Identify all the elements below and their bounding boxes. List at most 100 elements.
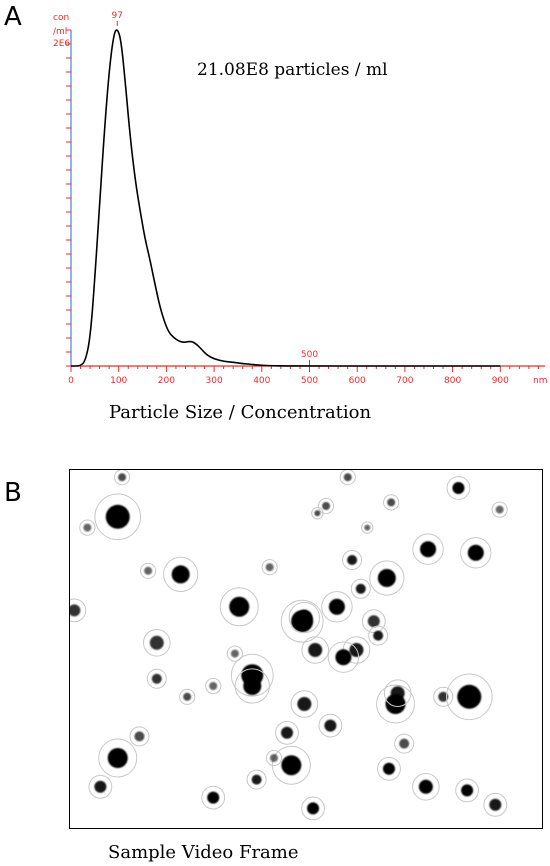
particle bbox=[347, 555, 358, 565]
x-tick-label: 400 bbox=[253, 376, 270, 386]
particle-halo bbox=[433, 686, 454, 707]
particle-halo bbox=[79, 519, 96, 536]
particle bbox=[461, 784, 474, 797]
particle bbox=[144, 566, 153, 575]
particle bbox=[367, 615, 380, 628]
particle bbox=[457, 684, 482, 709]
particle-halo bbox=[445, 673, 493, 721]
particle bbox=[387, 498, 396, 507]
particle-halo bbox=[219, 587, 259, 627]
particle-halo bbox=[383, 494, 400, 511]
particle bbox=[314, 510, 321, 517]
particle bbox=[171, 565, 190, 584]
particle-halo bbox=[377, 756, 401, 781]
particle-halo bbox=[311, 507, 324, 520]
particle bbox=[364, 524, 371, 531]
x-tick-label: 500 bbox=[301, 376, 318, 386]
particle bbox=[495, 505, 504, 514]
particle-halo bbox=[446, 476, 471, 500]
particle bbox=[94, 780, 107, 793]
particle-halo bbox=[261, 559, 278, 576]
particle bbox=[151, 673, 162, 684]
particle-halo bbox=[129, 726, 150, 747]
panel-label-a: A bbox=[4, 2, 22, 32]
particle-halo bbox=[265, 749, 283, 767]
particle bbox=[420, 541, 437, 558]
size-distribution-chart: 0 100 200 300 400 500 600 700 800 900 nm con/ml 2E6 9… bbox=[53, 11, 547, 386]
particle bbox=[467, 544, 484, 561]
particle-halo bbox=[318, 713, 343, 738]
particle-halo bbox=[339, 470, 356, 486]
particle-halo bbox=[113, 470, 131, 486]
particle bbox=[183, 692, 192, 701]
particle-halo bbox=[275, 720, 299, 745]
particle bbox=[355, 583, 366, 594]
particle bbox=[308, 643, 323, 657]
particle bbox=[265, 563, 274, 572]
particle bbox=[452, 482, 465, 494]
particle bbox=[281, 726, 293, 739]
particle bbox=[251, 774, 262, 785]
particle bbox=[207, 791, 220, 804]
particle-halo bbox=[368, 625, 389, 646]
particle-halo bbox=[94, 493, 142, 541]
particle bbox=[281, 755, 302, 776]
particle-halo bbox=[280, 599, 324, 643]
particle-halo bbox=[327, 641, 360, 673]
particle bbox=[377, 569, 396, 587]
particle-halo bbox=[226, 645, 244, 662]
particle-halo bbox=[88, 774, 113, 799]
particle-halo bbox=[246, 769, 267, 790]
particle bbox=[297, 697, 312, 711]
panel-label-b: B bbox=[4, 478, 22, 508]
particle-halo bbox=[394, 733, 415, 754]
y-axis-label: /ml bbox=[53, 27, 67, 37]
particle bbox=[382, 762, 395, 775]
particle-halo bbox=[230, 653, 274, 697]
particle-halo bbox=[361, 609, 386, 634]
x-unit-label: nm bbox=[533, 376, 547, 386]
particle bbox=[343, 473, 352, 482]
particle bbox=[307, 802, 320, 815]
x-tick-label: 800 bbox=[444, 376, 461, 386]
x-tick-label: 700 bbox=[396, 376, 413, 386]
particle-halo bbox=[205, 677, 222, 695]
particle-halo bbox=[491, 501, 508, 518]
particle-halo bbox=[376, 684, 415, 724]
particle bbox=[229, 596, 250, 617]
particle-halo bbox=[317, 497, 335, 515]
particle-halo bbox=[350, 578, 371, 599]
x-tick-label: 0 bbox=[68, 376, 74, 386]
marker-label: 97 bbox=[112, 11, 123, 21]
concentration-annotation: 21.08E8 particles / ml bbox=[197, 60, 388, 80]
particle bbox=[269, 754, 278, 762]
particle-halo bbox=[412, 533, 444, 565]
particle-halo bbox=[483, 792, 508, 817]
particle-halo bbox=[201, 785, 226, 810]
particle bbox=[83, 523, 92, 532]
particle bbox=[399, 738, 410, 749]
particle-halo bbox=[234, 668, 270, 704]
particle-halo bbox=[143, 629, 171, 657]
particle bbox=[373, 630, 384, 641]
x-tick-label: 200 bbox=[158, 376, 175, 386]
particle-image bbox=[70, 470, 508, 821]
particle bbox=[335, 649, 352, 666]
particle-halo bbox=[301, 796, 325, 821]
particle bbox=[324, 719, 337, 732]
distribution-curve bbox=[71, 29, 501, 367]
particle bbox=[118, 473, 127, 482]
marker-label: 500 bbox=[301, 350, 318, 360]
y-axis-label: 2E6 bbox=[53, 39, 70, 49]
particle bbox=[489, 798, 502, 811]
particle-halo bbox=[290, 690, 319, 718]
frame-caption: Sample Video Frame bbox=[108, 842, 299, 863]
particle-halo bbox=[146, 668, 167, 689]
particle-halo bbox=[383, 679, 412, 707]
particle bbox=[438, 691, 449, 702]
particle bbox=[209, 682, 218, 690]
sample-video-frame bbox=[69, 469, 543, 829]
particle bbox=[390, 686, 405, 701]
particle bbox=[105, 504, 130, 529]
particle bbox=[70, 604, 81, 617]
